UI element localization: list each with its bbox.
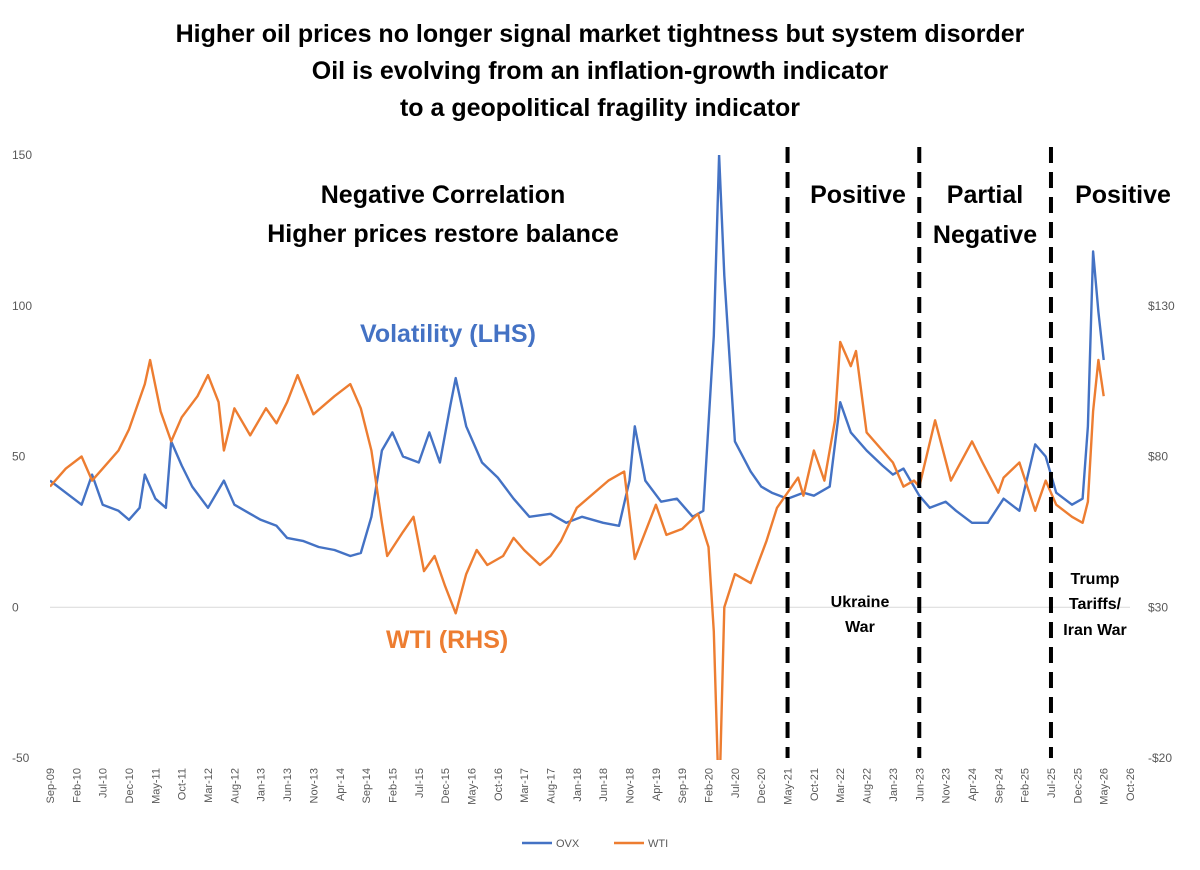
x-axis-tick: Dec-20 bbox=[756, 768, 768, 803]
x-axis-tick: Oct-11 bbox=[177, 768, 189, 800]
x-axis-tick: Jun-18 bbox=[598, 768, 610, 802]
x-axis-tick: Dec-15 bbox=[440, 768, 452, 803]
right-axis-tick: $130 bbox=[1148, 299, 1175, 313]
x-axis-tick: Sep-09 bbox=[45, 768, 57, 803]
region-1-line-2: Higher prices restore balance bbox=[267, 220, 619, 248]
wti-series-label: WTI (RHS) bbox=[386, 626, 508, 654]
x-axis-tick: Oct-21 bbox=[809, 768, 821, 801]
x-axis-tick: Sep-14 bbox=[361, 768, 373, 803]
left-axis-tick: 0 bbox=[12, 600, 19, 614]
title-line-2: Oil is evolving from an inflation-growth… bbox=[312, 57, 889, 85]
x-axis-tick: Jun-13 bbox=[282, 768, 294, 802]
divider-layer bbox=[785, 147, 1053, 758]
series-wti-line bbox=[50, 340, 1105, 760]
region-4-label: Positive bbox=[1075, 181, 1171, 209]
x-axis-tick: Apr-19 bbox=[651, 768, 663, 801]
note-trump-line-1: Trump bbox=[1071, 571, 1120, 588]
x-axis-tick: Dec-10 bbox=[124, 768, 136, 803]
legend-wti-label: WTI bbox=[648, 838, 668, 850]
x-axis-tick: Feb-10 bbox=[71, 768, 83, 803]
right-axis-tick: $30 bbox=[1148, 600, 1168, 614]
title-line-1: Higher oil prices no longer signal marke… bbox=[176, 20, 1025, 48]
x-axis-tick: Apr-24 bbox=[967, 768, 979, 801]
region-3-line-2: Negative bbox=[933, 221, 1037, 249]
legend: OVX WTI bbox=[522, 838, 668, 850]
x-axis-tick: Feb-20 bbox=[704, 768, 716, 803]
x-axis-tick: Jun-23 bbox=[914, 768, 926, 802]
right-axis-tick: $80 bbox=[1148, 450, 1168, 464]
x-axis-tick: May-21 bbox=[783, 768, 795, 805]
region-3-line-1: Partial bbox=[947, 181, 1023, 209]
x-axis-tick: Aug-22 bbox=[862, 768, 874, 803]
x-axis-tick: Dec-25 bbox=[1072, 768, 1084, 803]
x-axis-tick: Feb-25 bbox=[1020, 768, 1032, 803]
x-axis-tick: Aug-12 bbox=[229, 768, 241, 803]
x-axis-tick: Nov-18 bbox=[625, 768, 637, 803]
right-axis-ticks: -$20 $30 $80 $130 bbox=[1148, 299, 1175, 765]
x-axis-tick: Jul-10 bbox=[98, 768, 110, 798]
right-axis-tick: -$20 bbox=[1148, 751, 1172, 765]
region-labels: Negative Correlation Higher prices resto… bbox=[267, 181, 1171, 249]
x-axis-tick: Jul-25 bbox=[1046, 768, 1058, 798]
x-axis-tick: Apr-14 bbox=[335, 768, 347, 801]
title-line-3: to a geopolitical fragility indicator bbox=[400, 94, 800, 122]
region-2-label: Positive bbox=[810, 181, 906, 209]
x-axis-tick: Feb-15 bbox=[387, 768, 399, 803]
x-axis-ticks: Sep-09 Feb-10 Jul-10 Dec-10 May-11 Oct-11 Mar-… bbox=[45, 768, 1137, 805]
x-axis-tick: Aug-17 bbox=[545, 768, 557, 803]
note-ukraine-line-2: War bbox=[845, 619, 875, 636]
x-axis-tick: May-26 bbox=[1099, 768, 1111, 805]
x-axis-tick: Mar-17 bbox=[519, 768, 531, 803]
event-notes: Ukraine War Trump Tariffs/ Iran War bbox=[831, 571, 1127, 639]
x-axis-tick: Jul-15 bbox=[414, 768, 426, 798]
left-axis-ticks: -50 0 50 100 150 bbox=[12, 148, 32, 765]
x-axis-tick: May-16 bbox=[466, 768, 478, 805]
x-axis-tick: Jul-20 bbox=[730, 768, 742, 798]
chart-title: Higher oil prices no longer signal marke… bbox=[176, 20, 1025, 122]
note-trump-line-2: Tariffs/ bbox=[1069, 596, 1122, 613]
left-axis-tick: 100 bbox=[12, 299, 32, 313]
x-axis-tick: Jan-23 bbox=[888, 768, 900, 802]
x-axis-tick: Jan-13 bbox=[256, 768, 268, 802]
x-axis-tick: Jan-18 bbox=[572, 768, 584, 802]
volatility-series-label: Volatility (LHS) bbox=[360, 320, 536, 348]
x-axis-tick: Sep-19 bbox=[677, 768, 689, 803]
note-ukraine-line-1: Ukraine bbox=[831, 594, 890, 611]
region-1-line-1: Negative Correlation bbox=[321, 181, 566, 209]
x-axis-tick: Nov-23 bbox=[941, 768, 953, 803]
x-axis-tick: Mar-22 bbox=[835, 768, 847, 803]
x-axis-tick: May-11 bbox=[150, 768, 162, 804]
note-trump-line-3: Iran War bbox=[1063, 622, 1126, 639]
x-axis-tick: Oct-16 bbox=[493, 768, 505, 801]
x-axis-tick: Sep-24 bbox=[993, 768, 1005, 803]
series-layer bbox=[50, 155, 1105, 760]
x-axis-tick: Nov-13 bbox=[308, 768, 320, 803]
legend-ovx-label: OVX bbox=[556, 838, 580, 850]
left-axis-tick: 50 bbox=[12, 450, 26, 464]
left-axis-tick: 150 bbox=[12, 148, 32, 162]
series-ovx-line bbox=[50, 155, 1105, 558]
left-axis-tick: -50 bbox=[12, 751, 30, 765]
x-axis-tick: Oct-26 bbox=[1125, 768, 1137, 801]
x-axis-tick: Mar-12 bbox=[203, 768, 215, 803]
